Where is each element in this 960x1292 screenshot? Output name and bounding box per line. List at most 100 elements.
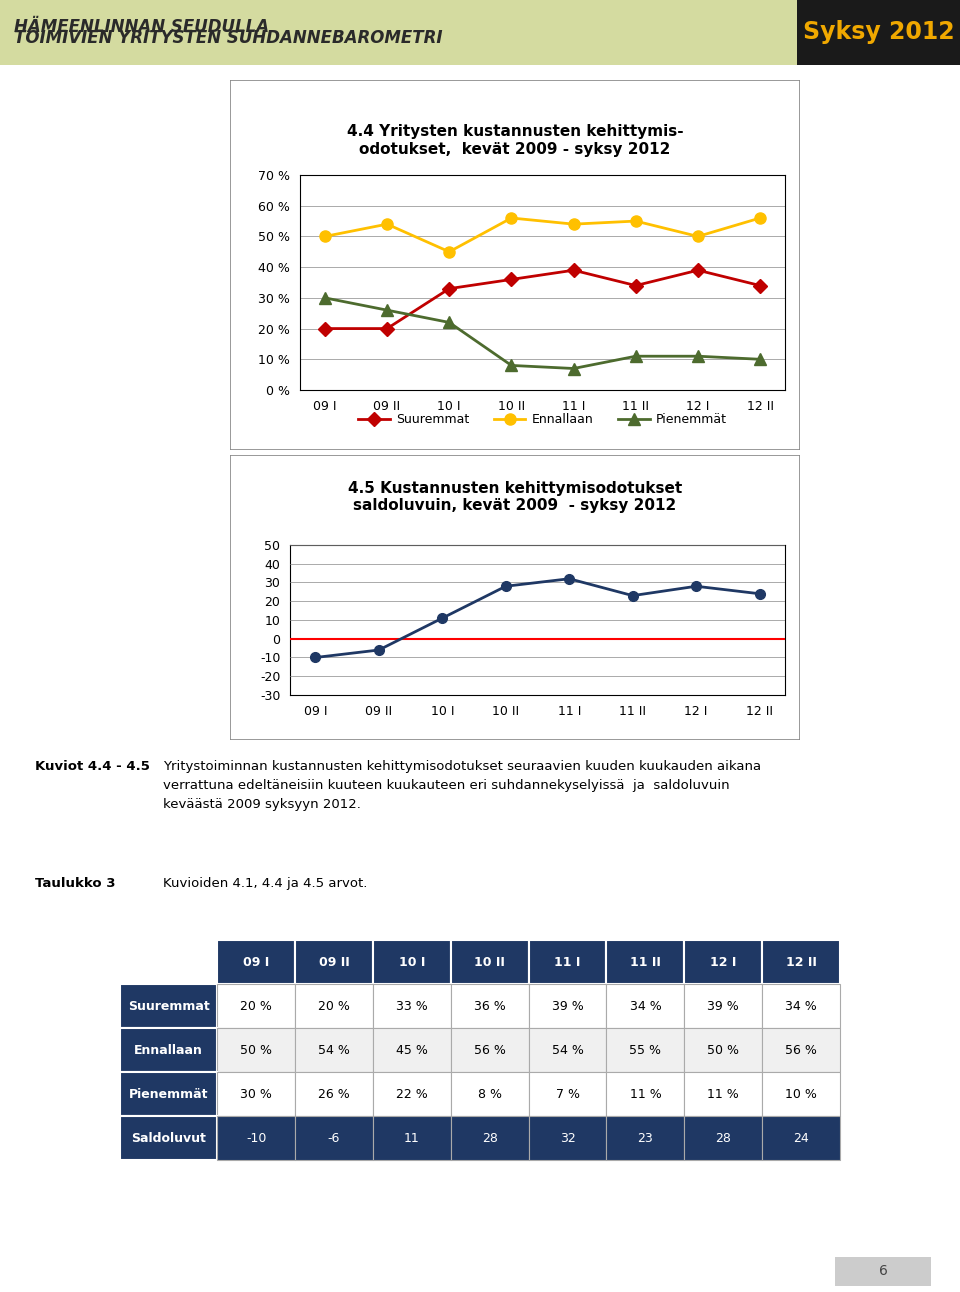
Text: 28: 28 bbox=[715, 1132, 732, 1145]
Bar bbox=[372, 941, 451, 985]
Text: 45 %: 45 % bbox=[396, 1044, 428, 1057]
Bar bbox=[762, 1116, 840, 1160]
Text: 26 %: 26 % bbox=[318, 1088, 349, 1101]
Text: 11 %: 11 % bbox=[708, 1088, 739, 1101]
Bar bbox=[451, 1072, 529, 1116]
Text: 30 %: 30 % bbox=[240, 1088, 272, 1101]
Text: 32: 32 bbox=[560, 1132, 575, 1145]
Text: 12 I: 12 I bbox=[710, 956, 736, 969]
Text: Pienemmät: Pienemmät bbox=[129, 1088, 208, 1101]
Bar bbox=[762, 1072, 840, 1116]
Text: 4.4 Yritysten kustannusten kehittymis-
odotukset,  kevät 2009 - syksy 2012: 4.4 Yritysten kustannusten kehittymis- o… bbox=[347, 124, 684, 156]
Bar bbox=[684, 1028, 762, 1072]
Text: 8 %: 8 % bbox=[478, 1088, 502, 1101]
Bar bbox=[120, 941, 217, 985]
Text: 56 %: 56 % bbox=[785, 1044, 817, 1057]
Bar bbox=[607, 985, 684, 1028]
Text: 11 %: 11 % bbox=[630, 1088, 661, 1101]
Bar bbox=[217, 985, 295, 1028]
Text: 23: 23 bbox=[637, 1132, 653, 1145]
Text: 10 I: 10 I bbox=[398, 956, 425, 969]
Text: -10: -10 bbox=[246, 1132, 266, 1145]
Text: 11 II: 11 II bbox=[630, 956, 660, 969]
Bar bbox=[451, 1116, 529, 1160]
Text: 12 II: 12 II bbox=[785, 956, 817, 969]
Bar bbox=[295, 1072, 372, 1116]
Text: 10 II: 10 II bbox=[474, 956, 505, 969]
Text: 36 %: 36 % bbox=[474, 1000, 506, 1013]
Bar bbox=[607, 941, 684, 985]
Text: 39 %: 39 % bbox=[552, 1000, 584, 1013]
Text: 09 II: 09 II bbox=[319, 956, 349, 969]
Text: Kuvioiden 4.1, 4.4 ja 4.5 arvot.: Kuvioiden 4.1, 4.4 ja 4.5 arvot. bbox=[163, 877, 368, 890]
Bar bbox=[529, 985, 607, 1028]
Bar bbox=[372, 1116, 451, 1160]
Bar bbox=[451, 985, 529, 1028]
Bar bbox=[762, 941, 840, 985]
Text: Kuviot 4.4 - 4.5: Kuviot 4.4 - 4.5 bbox=[35, 760, 150, 773]
Text: 20 %: 20 % bbox=[240, 1000, 272, 1013]
Text: 4.5 Kustannusten kehittymisodotukset
saldoluvuin, kevät 2009  - syksy 2012: 4.5 Kustannusten kehittymisodotukset sal… bbox=[348, 481, 683, 513]
Text: Syksy 2012: Syksy 2012 bbox=[803, 21, 954, 44]
Bar bbox=[762, 985, 840, 1028]
Bar bbox=[120, 1116, 217, 1160]
Text: -6: -6 bbox=[327, 1132, 340, 1145]
Bar bbox=[120, 1028, 217, 1072]
Bar bbox=[217, 941, 295, 985]
Bar bbox=[295, 1116, 372, 1160]
Bar bbox=[684, 985, 762, 1028]
Bar bbox=[217, 1028, 295, 1072]
Text: 20 %: 20 % bbox=[318, 1000, 349, 1013]
Bar bbox=[295, 1028, 372, 1072]
Text: 24: 24 bbox=[793, 1132, 809, 1145]
Bar bbox=[684, 1072, 762, 1116]
Bar bbox=[529, 1028, 607, 1072]
Bar bbox=[607, 1028, 684, 1072]
Text: 54 %: 54 % bbox=[552, 1044, 584, 1057]
Text: 28: 28 bbox=[482, 1132, 497, 1145]
Bar bbox=[295, 985, 372, 1028]
Text: 50 %: 50 % bbox=[240, 1044, 272, 1057]
Text: 22 %: 22 % bbox=[396, 1088, 428, 1101]
Text: 56 %: 56 % bbox=[473, 1044, 506, 1057]
Bar bbox=[120, 1072, 217, 1116]
Text: 11 I: 11 I bbox=[554, 956, 581, 969]
Text: 6: 6 bbox=[878, 1265, 888, 1278]
Bar bbox=[529, 1072, 607, 1116]
Bar bbox=[607, 1072, 684, 1116]
Text: 50 %: 50 % bbox=[708, 1044, 739, 1057]
Bar bbox=[372, 1072, 451, 1116]
Text: 09 I: 09 I bbox=[243, 956, 269, 969]
Text: 7 %: 7 % bbox=[556, 1088, 580, 1101]
Bar bbox=[0, 0, 797, 65]
Bar bbox=[372, 985, 451, 1028]
Bar bbox=[120, 985, 217, 1028]
Bar bbox=[217, 1072, 295, 1116]
Text: 34 %: 34 % bbox=[785, 1000, 817, 1013]
Bar bbox=[762, 1028, 840, 1072]
Text: Saldoluvut: Saldoluvut bbox=[132, 1132, 206, 1145]
Text: Ennallaan: Ennallaan bbox=[134, 1044, 203, 1057]
Text: 34 %: 34 % bbox=[630, 1000, 661, 1013]
Text: TOIMIVIEN YRITYSTEN SUHDANNEBAROMETRI: TOIMIVIEN YRITYSTEN SUHDANNEBAROMETRI bbox=[14, 30, 443, 48]
Text: 33 %: 33 % bbox=[396, 1000, 428, 1013]
Text: 39 %: 39 % bbox=[708, 1000, 739, 1013]
Bar bbox=[451, 941, 529, 985]
Bar bbox=[451, 1028, 529, 1072]
Text: Taulukko 3: Taulukko 3 bbox=[35, 877, 115, 890]
Bar bbox=[295, 941, 372, 985]
Bar bbox=[217, 1116, 295, 1160]
Legend: Suuremmat, Ennallaan, Pienemmät: Suuremmat, Ennallaan, Pienemmät bbox=[353, 408, 732, 432]
Bar bbox=[797, 0, 960, 65]
Bar bbox=[529, 1116, 607, 1160]
Text: Yritystoiminnan kustannusten kehittymisodotukset seuraavien kuuden kuukauden aik: Yritystoiminnan kustannusten kehittymiso… bbox=[163, 760, 761, 811]
Text: 55 %: 55 % bbox=[630, 1044, 661, 1057]
Bar bbox=[684, 941, 762, 985]
Text: HÄMEENLINNAN SEUDULLA: HÄMEENLINNAN SEUDULLA bbox=[14, 18, 270, 36]
Bar bbox=[372, 1028, 451, 1072]
Text: 54 %: 54 % bbox=[318, 1044, 349, 1057]
Bar bbox=[529, 941, 607, 985]
Text: 10 %: 10 % bbox=[785, 1088, 817, 1101]
Bar bbox=[607, 1116, 684, 1160]
Bar bbox=[684, 1116, 762, 1160]
